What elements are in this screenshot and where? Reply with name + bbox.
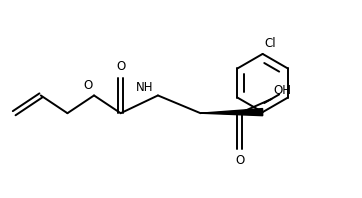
Text: O: O	[116, 60, 125, 73]
Polygon shape	[201, 109, 263, 116]
Text: O: O	[235, 154, 244, 167]
Text: O: O	[83, 79, 92, 92]
Text: Cl: Cl	[264, 37, 276, 50]
Text: OH: OH	[273, 84, 291, 97]
Text: NH: NH	[136, 81, 153, 94]
